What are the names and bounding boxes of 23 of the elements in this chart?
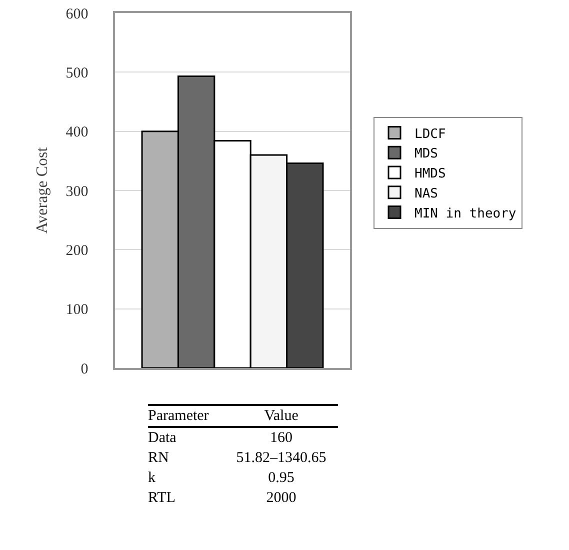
y-tick-label: 300 (66, 184, 88, 200)
text: 160 (269, 429, 294, 448)
text: 0.95 (267, 469, 296, 488)
text: Data (148, 429, 178, 448)
text: Value (224, 405, 338, 427)
legend-label: NAS (414, 186, 438, 202)
text: 51.82–1340.65 (235, 449, 328, 468)
text: RN (148, 449, 170, 468)
y-tick-label: 400 (66, 124, 88, 141)
legend-label: MIN in theory (414, 206, 516, 222)
legend-label: MDS (414, 146, 438, 162)
y-tick-label: 0 (80, 361, 88, 378)
y-axis-title: Average Cost (34, 146, 52, 234)
y-tick-label: 600 (66, 6, 88, 22)
y-tick-label: 500 (66, 65, 88, 82)
legend-label: HMDS (414, 166, 446, 182)
legend-label: LDCF (414, 126, 446, 142)
text: k (148, 469, 156, 488)
y-tick-label: 100 (66, 302, 88, 318)
text: 2000 (265, 489, 298, 508)
text: RTL (148, 489, 176, 508)
text: Parameter (148, 405, 225, 427)
y-tick-label: 200 (66, 242, 88, 259)
